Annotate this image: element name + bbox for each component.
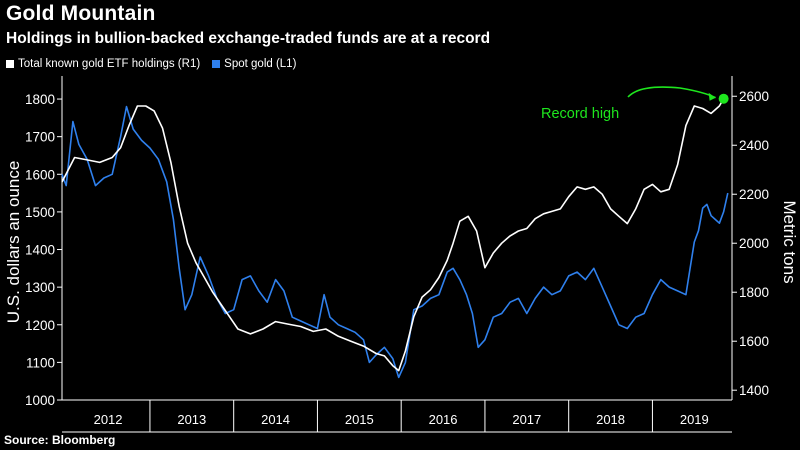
- annotation-label: Record high: [541, 106, 619, 122]
- left-tick-label: 1500: [25, 205, 55, 220]
- x-tick-label: 2012: [94, 412, 123, 427]
- right-tick-label: 2000: [739, 236, 769, 251]
- left-tick-label: 1700: [25, 130, 55, 145]
- legend-label-etf: Total known gold ETF holdings (R1): [18, 58, 201, 70]
- legend-label-spot: Spot gold (L1): [224, 58, 297, 70]
- left-tick-label: 1600: [25, 167, 55, 182]
- x-tick-label: 2013: [177, 412, 206, 427]
- left-tick-label: 1400: [25, 243, 55, 258]
- left-tick-label: 1200: [25, 318, 55, 333]
- x-tick-label: 2018: [596, 412, 625, 427]
- right-tick-label: 2200: [739, 187, 769, 202]
- legend-item-etf: Total known gold ETF holdings (R1): [6, 58, 200, 70]
- annotation-arrowhead: [708, 92, 716, 101]
- left-tick-label: 1800: [25, 92, 55, 107]
- x-tick-label: 2019: [680, 412, 709, 427]
- legend: Total known gold ETF holdings (R1) Spot …: [6, 58, 308, 70]
- left-tick-label: 1300: [25, 280, 55, 295]
- right-tick-label: 2400: [739, 138, 769, 153]
- etf-holdings-line: [61, 98, 725, 372]
- x-tick-label: 2014: [261, 412, 290, 427]
- spot-gold-line: [61, 105, 729, 379]
- source-note: Source: Bloomberg: [4, 433, 116, 447]
- annotation-arrow: [627, 86, 716, 99]
- right-tick-label: 2600: [739, 89, 769, 104]
- x-tick-label: 2015: [345, 412, 374, 427]
- chart-subtitle: Holdings in bullion-backed exchange-trad…: [6, 30, 491, 47]
- right-axis-title: Metric tons: [780, 200, 799, 283]
- legend-swatch-etf: [6, 60, 14, 68]
- chart-title: Gold Mountain: [6, 2, 156, 25]
- right-tick-label: 1800: [739, 285, 769, 300]
- legend-swatch-spot: [212, 60, 221, 68]
- axes: 1000 1100 1200 1300 1400 1500 1600 1700 1800 1400…: [4, 76, 799, 433]
- left-axis-title: U.S. dollars an ounce: [4, 161, 23, 324]
- record-high-marker: [718, 93, 729, 104]
- legend-item-spot: Spot gold (L1): [212, 58, 296, 70]
- right-tick-label: 1400: [739, 383, 769, 398]
- x-tick-label: 2016: [429, 412, 458, 427]
- left-tick-label: 1100: [26, 355, 55, 370]
- right-tick-label: 1600: [739, 334, 769, 349]
- series-lines: [61, 98, 729, 379]
- left-tick-label: 1000: [25, 393, 55, 408]
- annotation: Record high: [541, 86, 729, 122]
- x-tick-label: 2017: [512, 412, 541, 427]
